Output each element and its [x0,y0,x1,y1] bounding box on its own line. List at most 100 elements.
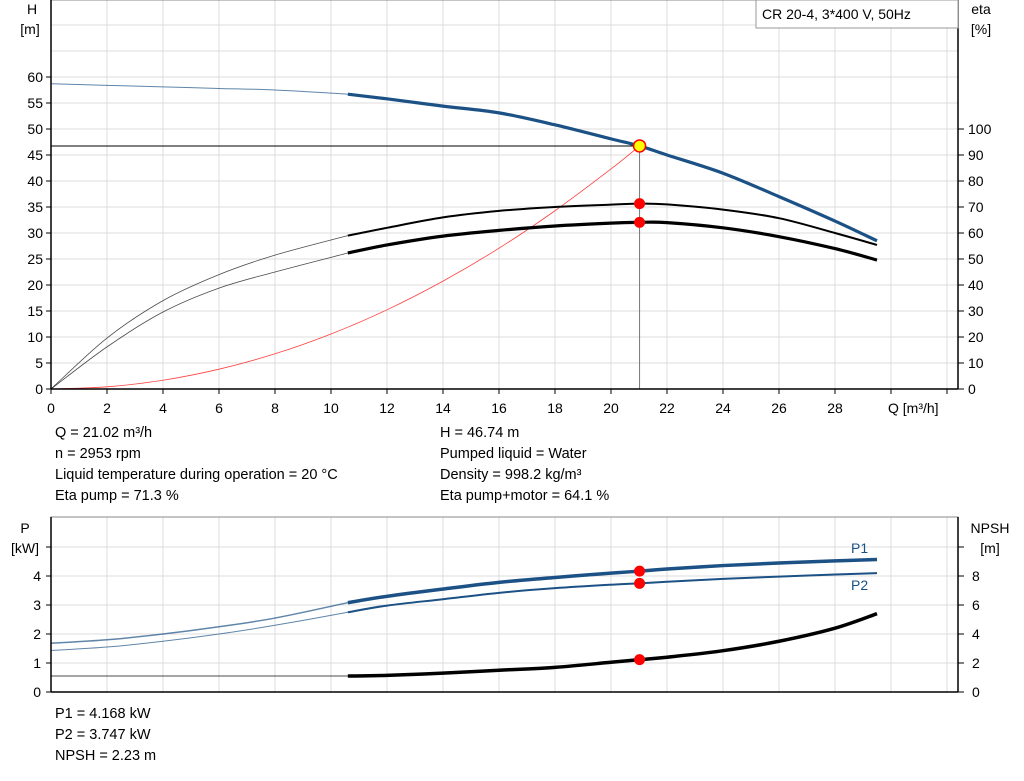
x-tick-label: 16 [491,400,507,416]
h-tick-label: 15 [27,303,43,319]
h-axis-unit: [m] [20,21,39,37]
top-frame [50,0,959,390]
npsh-axis-unit: [m] [980,540,999,556]
npsh-tick-label: 2 [972,655,980,671]
h-tick-label: 50 [27,121,43,137]
top-curves [50,83,878,390]
p2-curve-extended [50,611,348,652]
info-npsh: NPSH = 2.23 m [55,748,157,764]
eta-tick-label: 50 [968,251,984,267]
head-curve-extended [50,83,348,95]
h-tick-label: 0 [35,381,43,397]
h-tick-label: 30 [27,225,43,241]
tick-labels: 0 2 4 6 8 10 12 14 16 18 20 22 24 26 28051015202530354… [27,69,991,700]
eta-tick-label: 70 [968,199,984,215]
p-axis-unit: [kW] [11,540,39,556]
x-tick-label: 24 [715,400,731,416]
p-tick-label: 0 [33,684,41,700]
eta-tick-label: 30 [968,303,984,319]
eta-pump-motor-curve-extended [50,252,348,390]
npsh-tick-label: 0 [972,684,980,700]
p1-marker [634,565,646,577]
x-tick-label: 2 [103,400,111,416]
eta-tick-label: 100 [968,121,992,137]
eta-pump-marker [634,198,646,210]
eta-tick-label: 90 [968,147,984,163]
h-tick-label: 25 [27,251,43,267]
eta-tick-label: 20 [968,329,984,345]
h-tick-label: 10 [27,329,43,345]
q-axis-label: Q [m³/h] [888,400,939,416]
eta-tick-label: 10 [968,355,984,371]
npsh-curve [347,612,878,678]
system-curve [50,145,640,390]
eta-tick-label: 0 [968,381,976,397]
operating-point-marker [632,139,647,153]
bottom-grid [51,517,958,692]
p-tick-label: 1 [33,655,41,671]
info-eta-pump-motor: Eta pump+motor = 64.1 % [440,488,610,504]
npsh-tick-label: 6 [972,597,980,613]
info-flow: Q = 21.02 m³/h [55,425,153,441]
axes [46,0,964,693]
x-tick-label: 12 [379,400,395,416]
legend-title: CR 20-4, 3*400 V, 50Hz [762,6,911,22]
p1-series-label: P1 [851,540,868,556]
eta-tick-label: 60 [968,225,984,241]
x-tick-label: 0 [47,400,55,416]
x-tick-label: 8 [271,400,279,416]
eta-pump-curve [347,202,878,246]
head-curve [347,92,878,243]
eta-pump-motor-marker [634,216,646,228]
info-p2: P2 = 3.747 kW [55,727,151,743]
info-bottom: P1 = 4.168 kW P2 = 3.747 kW NPSH = 2.23 … [55,704,156,767]
h-axis-label: H [27,1,37,17]
h-tick-label: 5 [35,355,43,371]
eta-pump-motor-curve [347,220,878,262]
info-temperature: Liquid temperature during operation = 20… [55,467,338,483]
h-tick-label: 40 [27,173,43,189]
eta-tick-label: 40 [968,277,984,293]
x-tick-label: 10 [323,400,339,416]
npsh-marker [634,654,646,666]
info-head: H = 46.74 m [440,425,520,441]
h-tick-label: 55 [27,95,43,111]
x-tick-label: 18 [547,400,563,416]
p-axis-label: P [20,520,29,536]
info-speed: n = 2953 rpm [55,446,141,462]
p1-curve [347,557,878,605]
x-tick-label: 26 [771,400,787,416]
h-tick-label: 45 [27,147,43,163]
x-tick-label: 6 [215,400,223,416]
info-liquid: Pumped liquid = Water [440,446,587,462]
x-tick-label: 14 [435,400,451,416]
p-tick-label: 4 [33,568,41,584]
bottom-curves [50,557,878,678]
h-tick-label: 60 [27,69,43,85]
eta-tick-label: 80 [968,173,984,189]
info-eta-pump: Eta pump = 71.3 % [55,488,179,504]
legend-box: CR 20-4, 3*400 V, 50Hz [755,0,959,29]
p-tick-label: 2 [33,626,41,642]
top-grid [51,0,958,389]
info-p1: P1 = 4.168 kW [55,706,151,722]
h-tick-label: 20 [27,277,43,293]
p2-curve [347,572,878,614]
x-tick-label: 20 [603,400,619,416]
npsh-tick-label: 4 [972,626,980,642]
eta-axis-label: eta [971,1,991,17]
h-tick-label: 35 [27,199,43,215]
info-density: Density = 998.2 kg/m³ [440,467,582,483]
x-tick-label: 4 [159,400,167,416]
x-tick-label: 22 [659,400,675,416]
eta-axis-unit: [%] [971,21,991,37]
info-right: H = 46.74 m Pumped liquid = Water Densit… [440,423,609,507]
p-tick-label: 3 [33,597,41,613]
p2-series-label: P2 [851,577,868,593]
info-left: Q = 21.02 m³/h n = 2953 rpm Liquid tempe… [55,423,338,507]
x-tick-label: 28 [827,400,843,416]
npsh-axis-label: NPSH [971,520,1010,536]
p2-marker [634,577,646,589]
p1-curve-extended [50,601,348,645]
